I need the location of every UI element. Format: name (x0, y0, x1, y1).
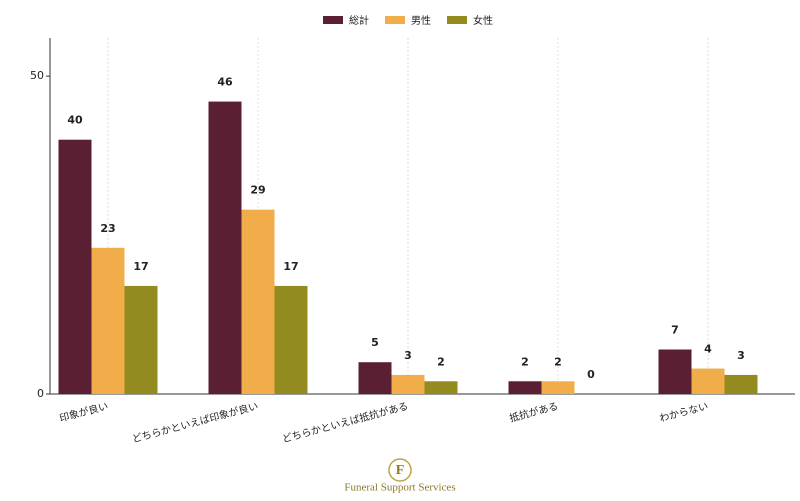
logo-letter: F (396, 463, 405, 478)
bar (124, 285, 158, 394)
bar (58, 139, 92, 394)
x-tick-label: 抵抗がある (508, 399, 560, 424)
brand-name: Funeral Support Services (344, 482, 455, 494)
bar (541, 381, 575, 394)
legend-swatch (323, 16, 343, 24)
x-tick-label: 印象が良い (58, 399, 110, 424)
legend-label: 総計 (349, 14, 369, 27)
bar (91, 247, 125, 394)
bar (274, 285, 308, 394)
value-label: 4 (704, 343, 712, 356)
value-label: 29 (250, 184, 265, 197)
value-label: 5 (371, 336, 379, 349)
logo-ring (388, 458, 412, 482)
value-label: 7 (671, 324, 679, 337)
legend-swatch (385, 16, 405, 24)
bar (724, 374, 758, 394)
footer-logo: F Funeral Support Services (344, 458, 456, 494)
value-label: 46 (217, 76, 233, 89)
value-label: 2 (437, 355, 445, 368)
value-label: 2 (521, 355, 529, 368)
value-label: 40 (67, 114, 83, 127)
y-tick-label: 0 (37, 387, 44, 400)
bar (691, 368, 725, 394)
bar (208, 101, 242, 395)
value-label: 17 (283, 260, 298, 273)
bar (658, 349, 692, 394)
value-label: 23 (100, 222, 115, 235)
bar (508, 381, 542, 394)
legend-label: 女性 (473, 14, 493, 27)
value-label: 17 (133, 260, 148, 273)
x-tick-label: わからない (658, 400, 709, 425)
bar (358, 362, 392, 394)
value-label: 0 (587, 368, 595, 381)
value-label: 3 (404, 349, 412, 362)
bar (424, 381, 458, 394)
value-label: 2 (554, 355, 562, 368)
bar (391, 374, 425, 394)
value-label: 3 (737, 349, 745, 362)
legend-label: 男性 (411, 14, 431, 27)
x-tick-label: どちらかといえば印象が良い (131, 399, 260, 445)
y-tick-label: 50 (30, 69, 44, 82)
legend-swatch (447, 16, 467, 24)
x-tick-label: どちらかといえば抵抗がある (281, 399, 410, 445)
bar (241, 209, 275, 394)
